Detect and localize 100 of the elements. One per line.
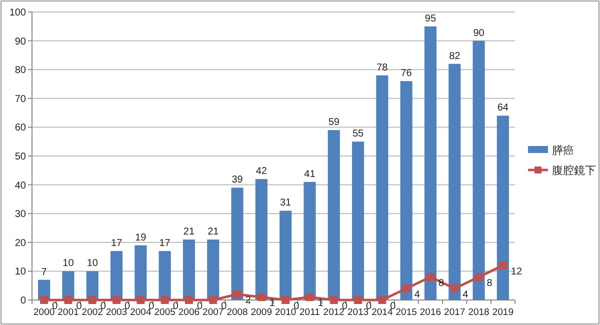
data-label: 8 <box>486 278 493 289</box>
data-label: 90 <box>473 28 485 39</box>
bar <box>231 188 244 300</box>
data-label: 59 <box>328 117 340 128</box>
data-label: 17 <box>159 238 171 250</box>
x-tick-label: 2009 <box>250 307 272 318</box>
data-label: 7 <box>41 266 48 278</box>
x-tick-label: 2016 <box>420 307 442 318</box>
bar <box>424 26 437 300</box>
point <box>136 296 145 304</box>
data-label: 2 <box>245 295 252 306</box>
point <box>88 296 96 304</box>
x-tick-label: 2012 <box>323 307 344 318</box>
point <box>330 296 338 304</box>
data-label: 10 <box>86 258 98 270</box>
x-tick-label: 2004 <box>130 307 152 318</box>
x-tick-label: 2008 <box>226 307 248 318</box>
point <box>378 296 386 304</box>
bar <box>328 130 340 300</box>
x-tick-label: 2014 <box>372 307 393 318</box>
y-tick-label: 60 <box>14 122 26 134</box>
x-tick-label: 2010 <box>275 307 296 318</box>
point <box>426 272 434 281</box>
x-tick-label: 2007 <box>202 307 224 318</box>
point <box>402 284 410 292</box>
x-tick-label: 2002 <box>82 307 103 318</box>
data-label: 95 <box>424 13 436 24</box>
data-label: 0 <box>76 301 82 312</box>
bar <box>158 251 171 300</box>
bar <box>255 179 268 300</box>
data-label: 31 <box>280 198 292 209</box>
data-label: 41 <box>304 168 316 180</box>
data-label: 0 <box>148 301 155 312</box>
point <box>498 261 507 270</box>
y-tick-label: 80 <box>14 65 26 76</box>
point <box>474 272 483 281</box>
x-tick-label: 2017 <box>444 307 466 318</box>
x-tick-label: 2011 <box>300 307 320 318</box>
data-label: 55 <box>352 128 364 140</box>
point <box>64 296 72 304</box>
bar <box>352 142 364 300</box>
data-label: 64 <box>497 102 509 114</box>
data-label: 21 <box>183 226 195 238</box>
y-tick-label: 30 <box>14 209 26 220</box>
data-label: 42 <box>256 166 268 178</box>
y-tick-label: 100 <box>9 8 26 18</box>
bar <box>280 210 292 300</box>
x-tick-label: 2006 <box>178 307 200 318</box>
bar <box>182 240 196 300</box>
bar <box>134 245 147 300</box>
y-tick-label: 0 <box>20 296 26 306</box>
data-label: 39 <box>232 174 244 186</box>
y-tick-label: 20 <box>14 238 26 249</box>
point <box>40 296 48 304</box>
y-tick-label: 40 <box>14 180 26 192</box>
y-tick-label: 70 <box>14 94 26 105</box>
data-label: 0 <box>390 301 396 312</box>
bar <box>304 182 316 300</box>
data-label: 4 <box>462 289 469 300</box>
data-label: 21 <box>208 226 220 238</box>
data-label: 78 <box>376 62 388 74</box>
data-label: 0 <box>172 301 179 312</box>
x-tick-label: 2000 <box>34 307 55 318</box>
bar <box>207 240 220 300</box>
legend-label: 腹腔鏡下 <box>552 164 596 177</box>
data-label: 12 <box>510 266 522 278</box>
y-tick-label: 10 <box>14 266 26 278</box>
y-tick-label: 90 <box>14 36 26 48</box>
data-label: 10 <box>62 258 74 270</box>
x-tick-label: 2013 <box>347 307 369 318</box>
bar <box>496 116 509 300</box>
data-label: 1 <box>318 298 324 310</box>
point <box>184 296 193 304</box>
bar <box>472 40 485 300</box>
bar <box>448 64 461 300</box>
point <box>209 296 218 304</box>
bar <box>110 251 123 300</box>
bar <box>376 75 388 300</box>
point <box>354 296 362 304</box>
point <box>233 290 242 298</box>
x-tick-label: 2005 <box>154 307 176 318</box>
legend-label: 膵癌 <box>552 144 574 157</box>
y-tick-label: 50 <box>14 152 26 162</box>
bar <box>400 81 412 300</box>
data-label: 4 <box>414 289 420 300</box>
point <box>306 293 314 302</box>
data-label: 19 <box>135 232 147 244</box>
point <box>282 296 290 304</box>
data-label: 17 <box>110 238 123 250</box>
data-label: 82 <box>449 50 461 62</box>
point <box>112 296 121 304</box>
x-tick-label: 2001 <box>58 307 79 318</box>
x-tick-label: 2003 <box>106 307 128 318</box>
point <box>257 293 266 302</box>
x-tick-label: 2018 <box>468 307 490 318</box>
x-tick-label: 2019 <box>492 307 514 318</box>
data-label: 76 <box>400 68 412 80</box>
x-tick-label: 2015 <box>396 307 417 318</box>
data-label: 1 <box>269 298 276 310</box>
point <box>450 284 459 292</box>
